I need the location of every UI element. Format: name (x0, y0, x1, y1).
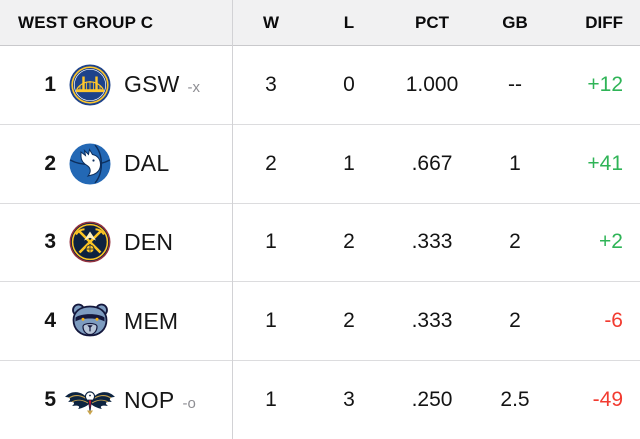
column-header-gb: GB (502, 12, 528, 32)
pct-value: .333 (411, 230, 453, 254)
pct-value: 1.000 (405, 72, 459, 96)
pelicans-team-logo (65, 391, 115, 416)
losses-value: 1 (343, 151, 355, 175)
wins-value: 3 (265, 72, 277, 96)
clinched-marker: -x (187, 79, 201, 97)
rank-label: 2 (44, 151, 56, 175)
losses-value: 2 (343, 230, 355, 254)
gb-value: 1 (509, 151, 521, 175)
gb-value: 2 (509, 230, 521, 254)
team-row-dal[interactable]: 2 DAL 2 1 .667 1 +41 (0, 124, 640, 204)
pct-value: .250 (411, 388, 453, 412)
wins-value: 2 (265, 151, 277, 175)
team-row-den[interactable]: 3 DEN 1 2 .333 (0, 203, 640, 283)
diff-value: -6 (604, 309, 623, 333)
pct-value: .667 (411, 151, 453, 175)
eliminated-marker: -o (182, 394, 196, 412)
wins-value: 1 (265, 388, 277, 412)
rank-label: 3 (44, 230, 56, 254)
wins-value: 1 (265, 309, 277, 333)
diff-value: +12 (587, 72, 623, 96)
team-abbr: DEN (124, 228, 174, 255)
column-header-diff: DIFF (585, 12, 623, 32)
column-header-losses: L (343, 12, 355, 32)
rank-label: 5 (44, 388, 56, 412)
column-header-wins: W (262, 12, 280, 32)
team-row-gsw[interactable]: 1 GSW -x 3 0 1.000 -- +12 (0, 46, 640, 125)
gb-value: 2 (509, 309, 521, 333)
standings-rows: 1 GSW -x 3 0 1.000 -- +12 (0, 46, 640, 439)
team-abbr: DAL (124, 150, 170, 177)
losses-value: 2 (343, 309, 355, 333)
losses-value: 0 (343, 72, 355, 96)
team-abbr: MEM (124, 307, 179, 334)
team-row-mem[interactable]: 4 MEM 1 2 .333 (0, 282, 640, 362)
rank-label: 1 (44, 72, 56, 96)
diff-value: +41 (587, 151, 623, 175)
standings-header-row: WEST GROUP C W L PCT GB DIFF (0, 0, 640, 46)
team-abbr: GSW (124, 71, 180, 98)
losses-value: 3 (343, 388, 355, 412)
column-header-pct: PCT (415, 12, 449, 32)
gb-value: -- (508, 72, 522, 96)
team-row-nop[interactable]: 5 NOP -o 1 3 (0, 361, 640, 439)
team-abbr: NOP (124, 386, 175, 413)
grizzlies-team-logo (72, 303, 108, 337)
mavericks-team-logo (69, 143, 111, 185)
rank-label: 4 (44, 309, 56, 333)
nuggets-team-logo (69, 221, 111, 263)
pct-value: .333 (411, 309, 453, 333)
group-title: WEST GROUP C (18, 12, 154, 32)
gb-value: 2.5 (500, 388, 530, 412)
diff-value: +2 (599, 230, 623, 254)
warriors-team-logo (69, 64, 111, 106)
diff-value: -49 (592, 388, 623, 412)
column-divider (232, 0, 233, 439)
wins-value: 1 (265, 230, 277, 254)
